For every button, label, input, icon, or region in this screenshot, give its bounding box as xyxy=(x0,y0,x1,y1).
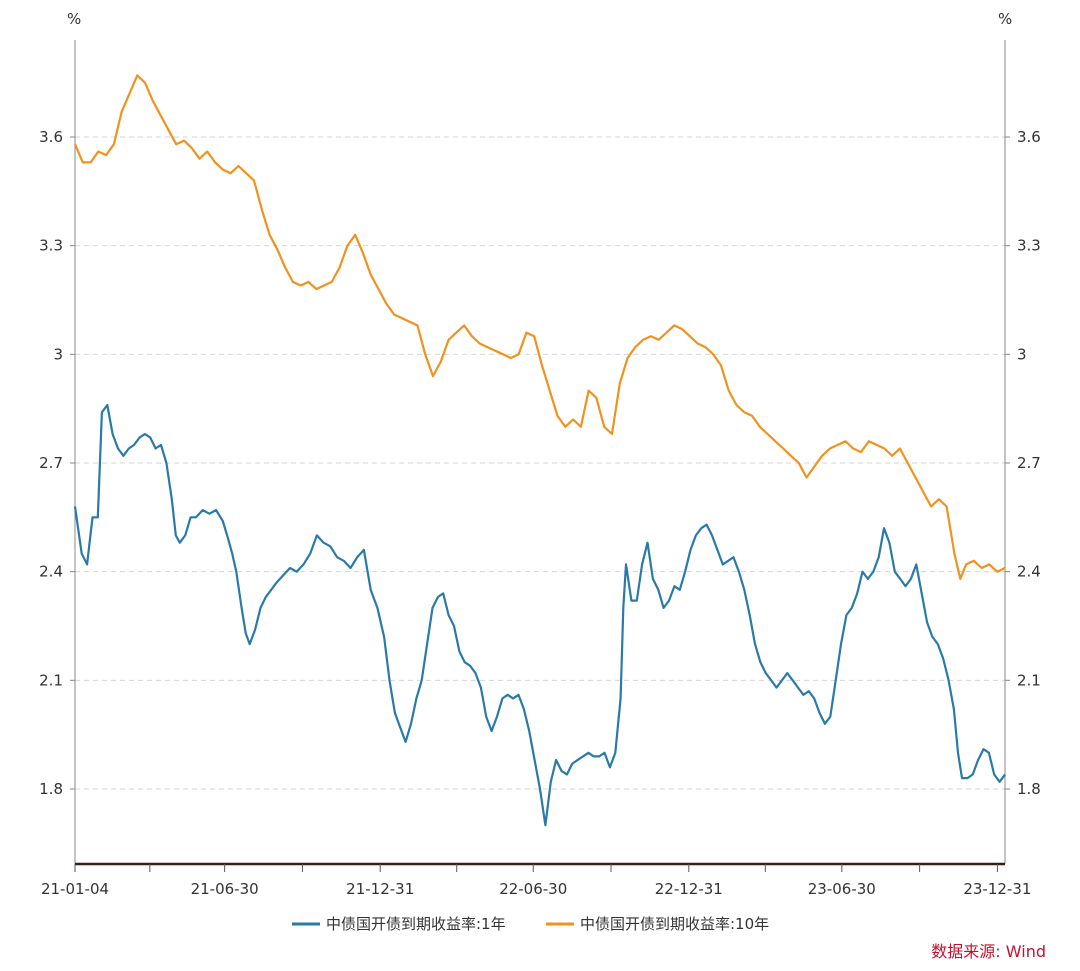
source-note: 数据来源: Wind xyxy=(931,942,1046,961)
y-tick-label-right: 1.8 xyxy=(1017,780,1041,798)
x-tick-label: 22-06-30 xyxy=(499,880,567,898)
series-lines xyxy=(73,74,1006,827)
right-y-axis: 1.8 2.1 2.4 2.7 3 3.3 3.6 xyxy=(1005,128,1041,798)
y-tick-label-left: 3.6 xyxy=(39,128,63,146)
x-tick-label: 22-12-31 xyxy=(655,880,723,898)
y-tick-label-left: 3 xyxy=(53,345,63,363)
legend-label-10y: 中债国开债到期收益率:10年 xyxy=(580,915,769,933)
x-tick-label: 21-06-30 xyxy=(191,880,259,898)
y-tick-label-right: 3.6 xyxy=(1017,128,1041,146)
series-line-10y xyxy=(73,74,1006,581)
y-tick-label-right: 2.4 xyxy=(1017,563,1041,581)
right-unit-label: % xyxy=(998,10,1012,28)
y-tick-label-right: 3 xyxy=(1017,345,1027,363)
y-tick-label-left: 2.7 xyxy=(39,454,63,472)
legend-label-1y: 中债国开债到期收益率:1年 xyxy=(326,915,506,933)
left-y-axis: 1.8 2.1 2.4 2.7 3 3.3 3.6 xyxy=(39,128,75,798)
x-tick-label: 23-06-30 xyxy=(808,880,876,898)
x-tick-label: 21-12-31 xyxy=(346,880,414,898)
x-axis: 21-01-04 21-06-30 21-12-31 22-06-30 22-12-31… xyxy=(41,864,1031,898)
legend: 中债国开债到期收益率:1年 中债国开债到期收益率:10年 xyxy=(292,915,769,933)
gridlines xyxy=(75,136,1005,790)
y-tick-label-left: 3.3 xyxy=(39,237,63,255)
y-tick-label-right: 2.1 xyxy=(1017,671,1041,689)
y-tick-label-right: 2.7 xyxy=(1017,454,1041,472)
x-tick-label: 21-01-04 xyxy=(41,880,109,898)
series-line-1y xyxy=(73,403,1006,827)
y-tick-label-left: 1.8 xyxy=(39,780,63,798)
x-tick-label: 23-12-31 xyxy=(963,880,1031,898)
y-tick-label-right: 3.3 xyxy=(1017,237,1041,255)
y-tick-label-left: 2.4 xyxy=(39,563,63,581)
y-tick-label-left: 2.1 xyxy=(39,671,63,689)
left-unit-label: % xyxy=(67,10,81,28)
